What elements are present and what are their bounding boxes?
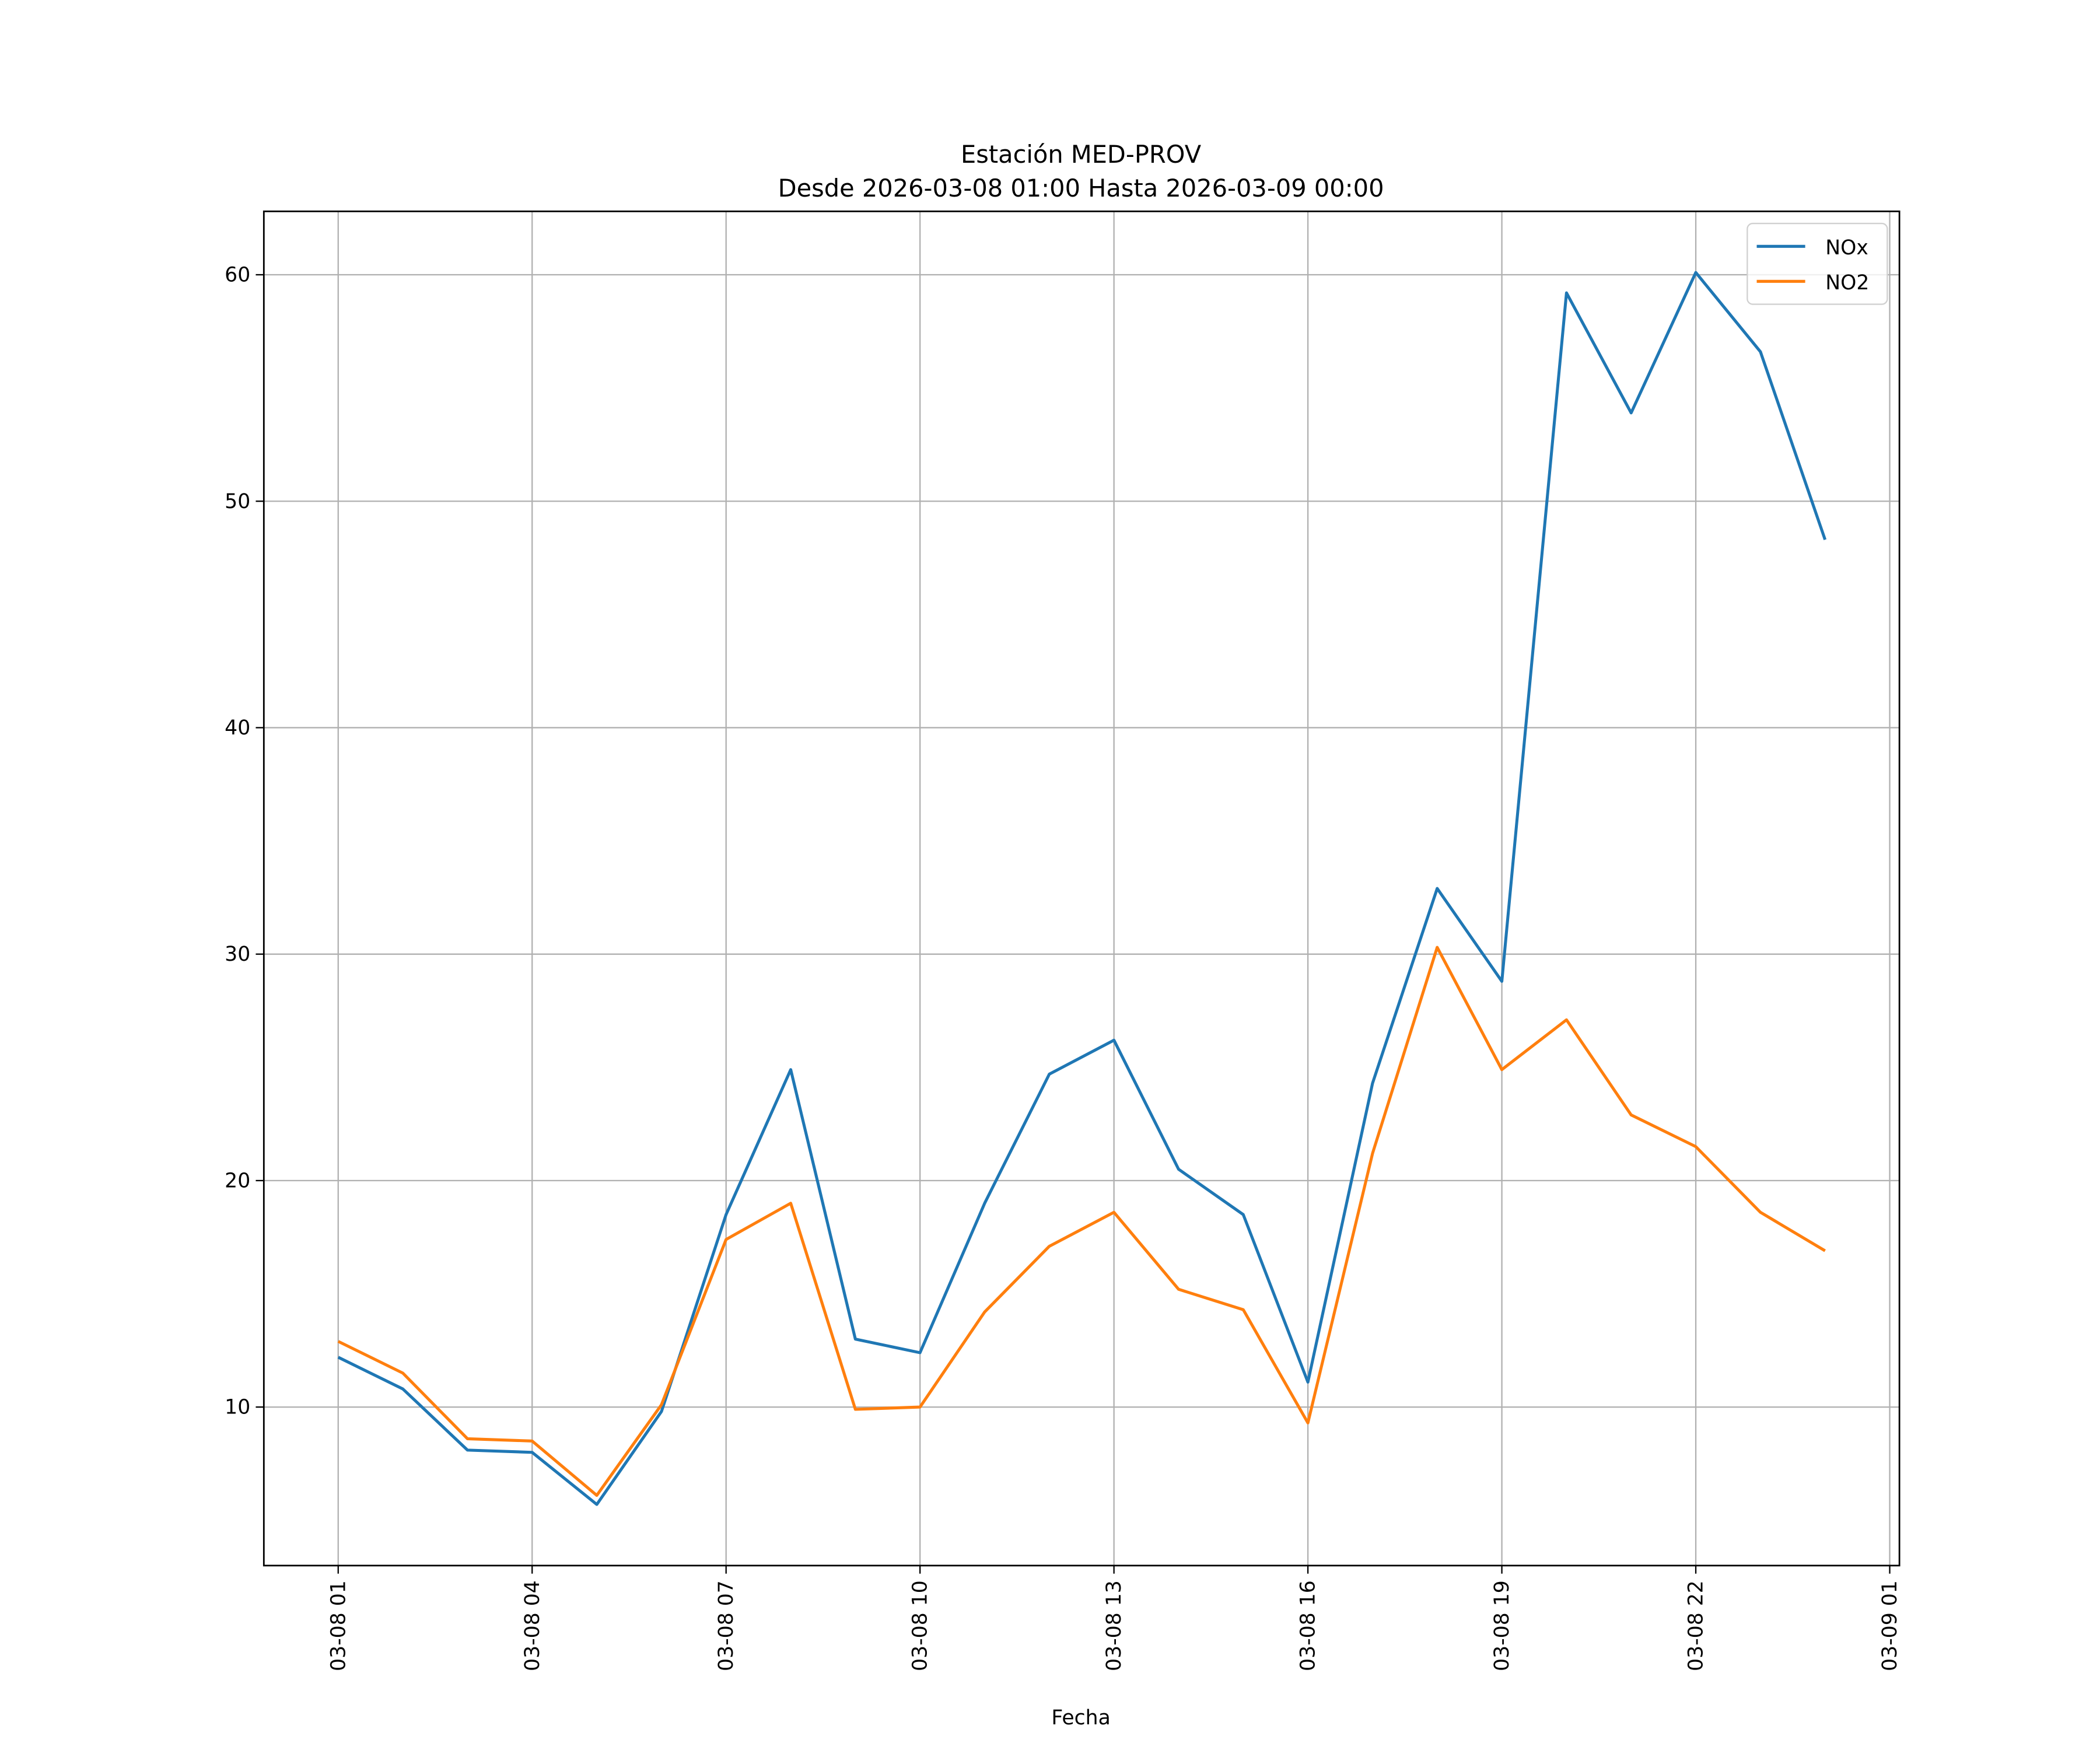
x-tick-label: 03-08 19 (1490, 1580, 1514, 1671)
legend-box (1746, 222, 1888, 305)
legend-label: NO2 (1825, 271, 1869, 295)
x-tick-label: 03-08 04 (521, 1580, 544, 1671)
y-tick-label: 50 (225, 490, 250, 513)
y-tick-label: 60 (225, 264, 250, 287)
legend-label: NOx (1825, 236, 1868, 260)
series-line-no2 (337, 946, 1826, 1497)
series-line-nox (337, 271, 1827, 1506)
chart-subtitle: Desde 2026-03-08 01:00 Hasta 2026-03-09 … (778, 174, 1384, 202)
plot-frame (262, 210, 1901, 1567)
x-tick-label: 03-08 07 (715, 1580, 738, 1671)
y-tick-label: 30 (225, 943, 250, 966)
series-lines (337, 271, 1827, 1506)
x-tick-label: 03-08 16 (1297, 1580, 1320, 1671)
y-tick-label: 10 (225, 1396, 250, 1419)
x-axis-label: Fecha (1051, 1706, 1110, 1730)
x-tick-label: 03-08 22 (1685, 1580, 1708, 1671)
y-tick-label: 40 (225, 716, 250, 740)
x-tick-label: 03-08 01 (327, 1580, 350, 1671)
x-tick-label: 03-08 13 (1102, 1580, 1126, 1671)
chart-title: Estación MED-PROV (961, 140, 1202, 169)
axis-ticks: 03-08 01 03-08 04 03-08 07 03-08 10 03-08 13… (225, 264, 1902, 1671)
x-tick-label: 03-09 01 (1878, 1580, 1902, 1671)
grid (264, 211, 1900, 1566)
legend: NOx NO2 (1746, 222, 1888, 305)
y-tick-label: 20 (225, 1169, 250, 1192)
x-tick-label: 03-08 10 (909, 1580, 932, 1671)
